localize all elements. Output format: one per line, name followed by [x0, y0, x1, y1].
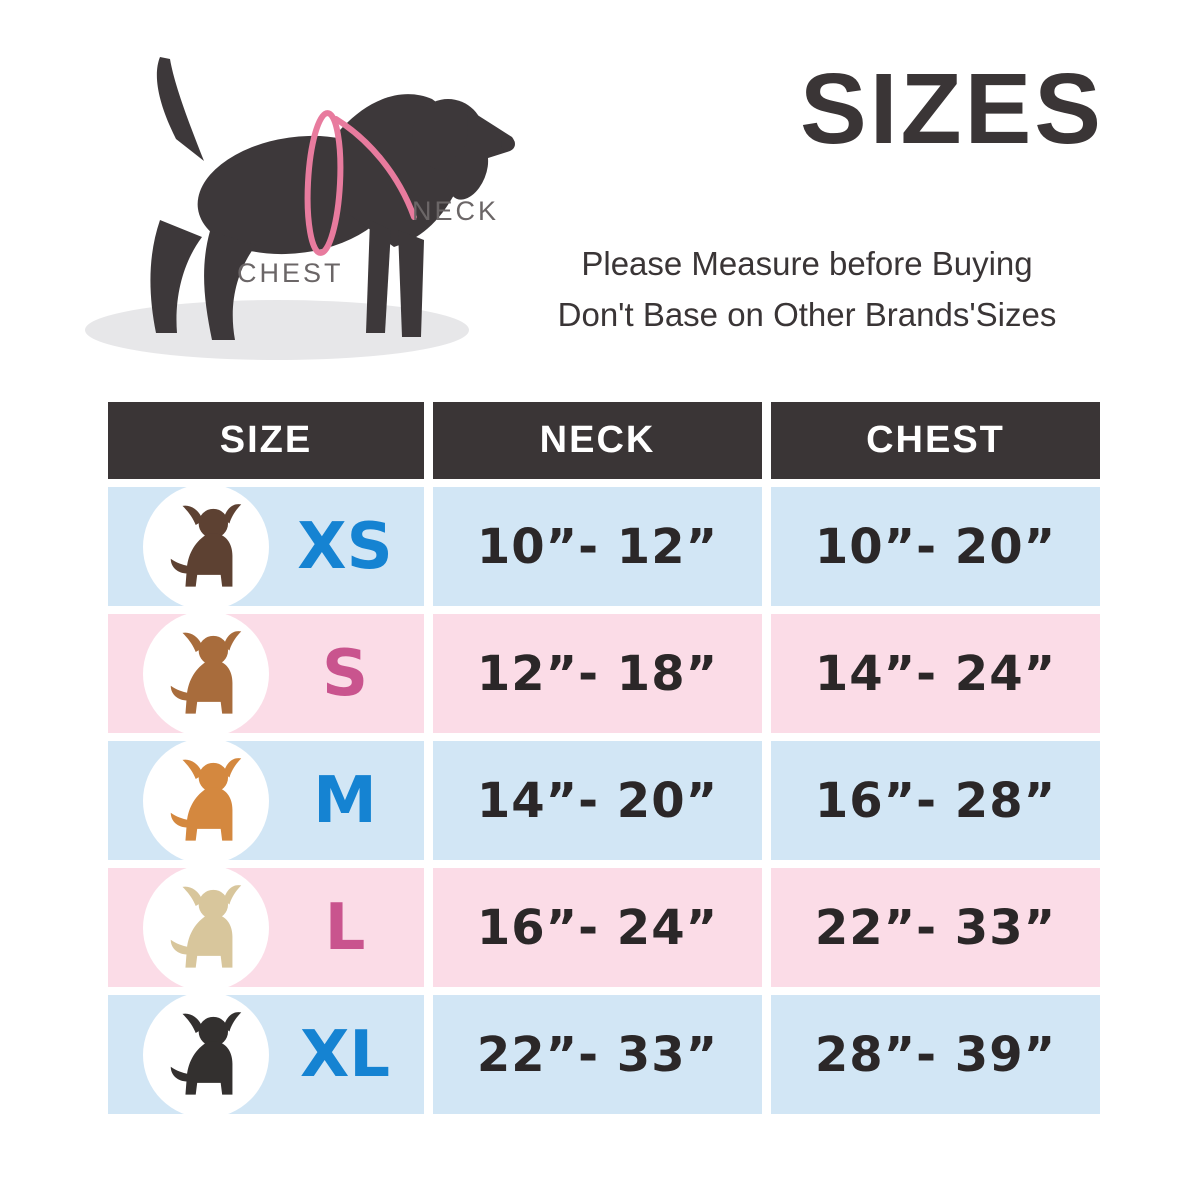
size-cell: XS: [108, 484, 424, 610]
subtitle: Please Measure before Buying Don't Base o…: [467, 238, 1147, 340]
chest-range: 16”- 28”: [771, 741, 1100, 860]
chest-strap: [304, 110, 344, 256]
chest-measure-label: CHEST: [237, 258, 344, 288]
chest-range: 10”- 20”: [771, 487, 1100, 606]
dog-icon: [170, 758, 242, 841]
subtitle-line2: Don't Base on Other Brands'Sizes: [557, 296, 1057, 334]
neck-range: 14”- 20”: [433, 741, 762, 860]
size-cell: M: [108, 738, 424, 864]
dog-icon: [170, 504, 242, 587]
table-header-row: SIZE NECK CHEST: [108, 402, 1100, 479]
dog-icon: [170, 1012, 242, 1095]
size-label: L: [324, 890, 366, 965]
dog-photo-black-dog: [143, 992, 269, 1118]
size-cell: S: [108, 611, 424, 737]
dog-photo-shiba-inu: [143, 738, 269, 864]
dog-photo-chihuahua: [143, 484, 269, 610]
dog-measurement-illustration: [85, 57, 515, 360]
header-size: SIZE: [108, 402, 424, 479]
chest-range: 28”- 39”: [771, 995, 1100, 1114]
size-label: S: [321, 636, 369, 711]
neck-range: 12”- 18”: [433, 614, 762, 733]
size-cell: XL: [108, 992, 424, 1118]
neck-range: 16”- 24”: [433, 868, 762, 987]
dog-icon: [170, 885, 242, 968]
chest-range: 14”- 24”: [771, 614, 1100, 733]
size-label: XL: [299, 1017, 391, 1092]
dog-silhouette: [150, 57, 515, 340]
dog-nose: [501, 137, 515, 151]
size-cell: L: [108, 865, 424, 991]
neck-measure-label: NECK: [412, 196, 500, 226]
size-table: SIZE NECK CHEST XS 10”- 12” 10”-: [108, 402, 1100, 1118]
neck-range: 10”- 12”: [433, 487, 762, 606]
chest-range: 22”- 33”: [771, 868, 1100, 987]
table-row-l: L 16”- 24” 22”- 33”: [108, 865, 1100, 991]
subtitle-line1: Please Measure before Buying: [581, 245, 1033, 282]
dog-icon: [170, 631, 242, 714]
dog-front-leg-front: [398, 230, 424, 337]
dog-photo-beagle: [143, 611, 269, 737]
table-row-xl: XL 22”- 33” 28”- 39”: [108, 992, 1100, 1118]
table-row-s: S 12”- 18” 14”- 24”: [108, 611, 1100, 737]
table-body: XS 10”- 12” 10”- 20” S 12”- 18” 14”-: [108, 484, 1100, 1118]
table-row-xs: XS 10”- 12” 10”- 20”: [108, 484, 1100, 610]
neck-range: 22”- 33”: [433, 995, 762, 1114]
size-label: M: [313, 763, 377, 838]
page-title: SIZES: [800, 53, 1104, 165]
dog-tail: [156, 57, 204, 161]
dog-front-leg-back: [366, 220, 391, 333]
harness-straps: [304, 110, 417, 256]
dog-photo-labrador: [143, 865, 269, 991]
size-label: XS: [297, 509, 393, 584]
header-chest: CHEST: [771, 402, 1100, 479]
table-row-m: M 14”- 20” 16”- 28”: [108, 738, 1100, 864]
header-neck: NECK: [433, 402, 762, 479]
dog-ear: [447, 142, 489, 200]
dog-rear-leg-near: [204, 231, 256, 340]
dog-rear-leg-far: [150, 220, 202, 333]
neck-strap: [333, 116, 417, 220]
